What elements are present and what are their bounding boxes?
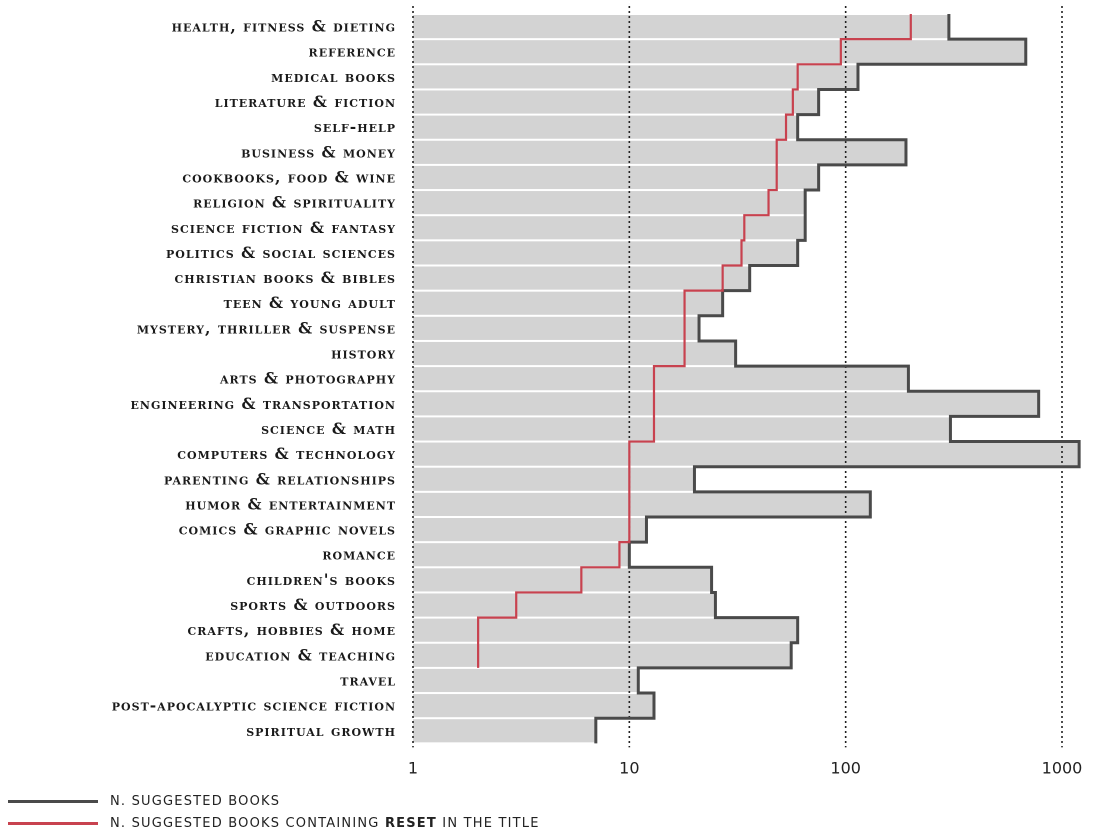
legend: N. SUGGESTED BOOKS N. SUGGESTED BOOKS CO… <box>8 790 540 834</box>
bar <box>413 191 806 215</box>
bar <box>413 467 695 491</box>
bar <box>413 442 1080 466</box>
bar <box>413 115 798 139</box>
bar <box>413 618 798 642</box>
legend-label-total: N. SUGGESTED BOOKS <box>110 793 281 809</box>
bar <box>413 216 806 240</box>
category-label: teen & young adult <box>224 293 396 312</box>
category-label: engineering & transportation <box>131 394 396 413</box>
bar <box>413 417 951 441</box>
x-tick-labels: 1 10 100 1000 <box>408 758 1082 777</box>
bar <box>413 65 858 89</box>
bar <box>413 668 639 693</box>
bar <box>413 15 949 39</box>
bar <box>413 568 712 592</box>
bar <box>413 492 871 516</box>
bar <box>413 316 700 340</box>
bar <box>413 367 909 391</box>
legend-swatch-total <box>8 799 98 803</box>
category-label: health, fitness & dieting <box>172 17 396 36</box>
series-line-total <box>594 14 1081 744</box>
category-label: business & money <box>241 142 396 161</box>
series-lines <box>477 14 1081 744</box>
category-label: politics & social sciences <box>166 243 396 262</box>
bar <box>413 643 792 667</box>
bar <box>413 694 654 718</box>
bar <box>413 518 647 542</box>
legend-label-reset-suffix: IN THE TITLE <box>442 815 540 831</box>
legend-swatch-reset <box>8 821 98 825</box>
bar <box>413 392 1039 416</box>
category-label: romance <box>322 545 396 564</box>
x-tick-label: 1 <box>408 758 418 777</box>
bar <box>413 593 716 617</box>
x-tick-label: 100 <box>830 758 861 777</box>
category-label: cookbooks, food & wine <box>182 167 396 186</box>
category-label: humor & entertainment <box>185 494 396 513</box>
legend-label-reset: N. SUGGESTED BOOKS CONTAINING RESET IN T… <box>110 816 540 831</box>
bar <box>413 140 906 164</box>
bar <box>413 90 819 114</box>
category-label: religion & spirituality <box>193 193 396 212</box>
category-label: education & teaching <box>205 645 396 664</box>
category-label: post-apocalyptic science fiction <box>112 696 396 715</box>
bar <box>413 241 798 265</box>
bars-layer <box>413 15 1080 743</box>
category-label: computers & technology <box>177 444 396 463</box>
legend-label-reset-prefix: N. SUGGESTED BOOKS CONTAINING <box>110 815 380 831</box>
bar <box>413 266 750 290</box>
grid-layer <box>412 6 1063 748</box>
category-label: travel <box>340 670 396 689</box>
category-label: sports & outdoors <box>230 595 396 614</box>
x-tick-label: 1000 <box>1042 758 1083 777</box>
x-tick-label: 10 <box>619 758 639 777</box>
category-label: crafts, hobbies & home <box>187 620 396 639</box>
category-label: reference <box>309 42 396 61</box>
category-label: science fiction & fantasy <box>171 218 396 237</box>
category-label: literature & fiction <box>215 92 396 111</box>
series-line-reset <box>477 14 912 668</box>
bar <box>413 341 736 366</box>
category-label: science & math <box>261 419 396 438</box>
category-label: mystery, thriller & suspense <box>137 318 396 337</box>
bar <box>413 40 1026 64</box>
legend-item-total: N. SUGGESTED BOOKS <box>8 790 540 812</box>
bar <box>413 165 819 190</box>
category-labels: health, fitness & dieting reference medica… <box>112 17 396 740</box>
category-label: self-help <box>314 117 396 136</box>
category-label: comics & graphic novels <box>179 520 396 539</box>
category-label: parenting & relationships <box>164 469 396 488</box>
category-label: christian books & bibles <box>175 268 396 287</box>
category-label: spiritual growth <box>246 721 396 740</box>
bar <box>413 543 630 567</box>
bar <box>413 719 596 743</box>
category-label: medical books <box>271 67 396 86</box>
bar <box>413 291 723 315</box>
category-label: arts & photography <box>219 369 396 388</box>
category-label: children's books <box>247 570 396 589</box>
legend-label-reset-keyword: RESET <box>384 815 437 831</box>
category-label: history <box>331 344 396 363</box>
legend-item-reset: N. SUGGESTED BOOKS CONTAINING RESET IN T… <box>8 812 540 834</box>
